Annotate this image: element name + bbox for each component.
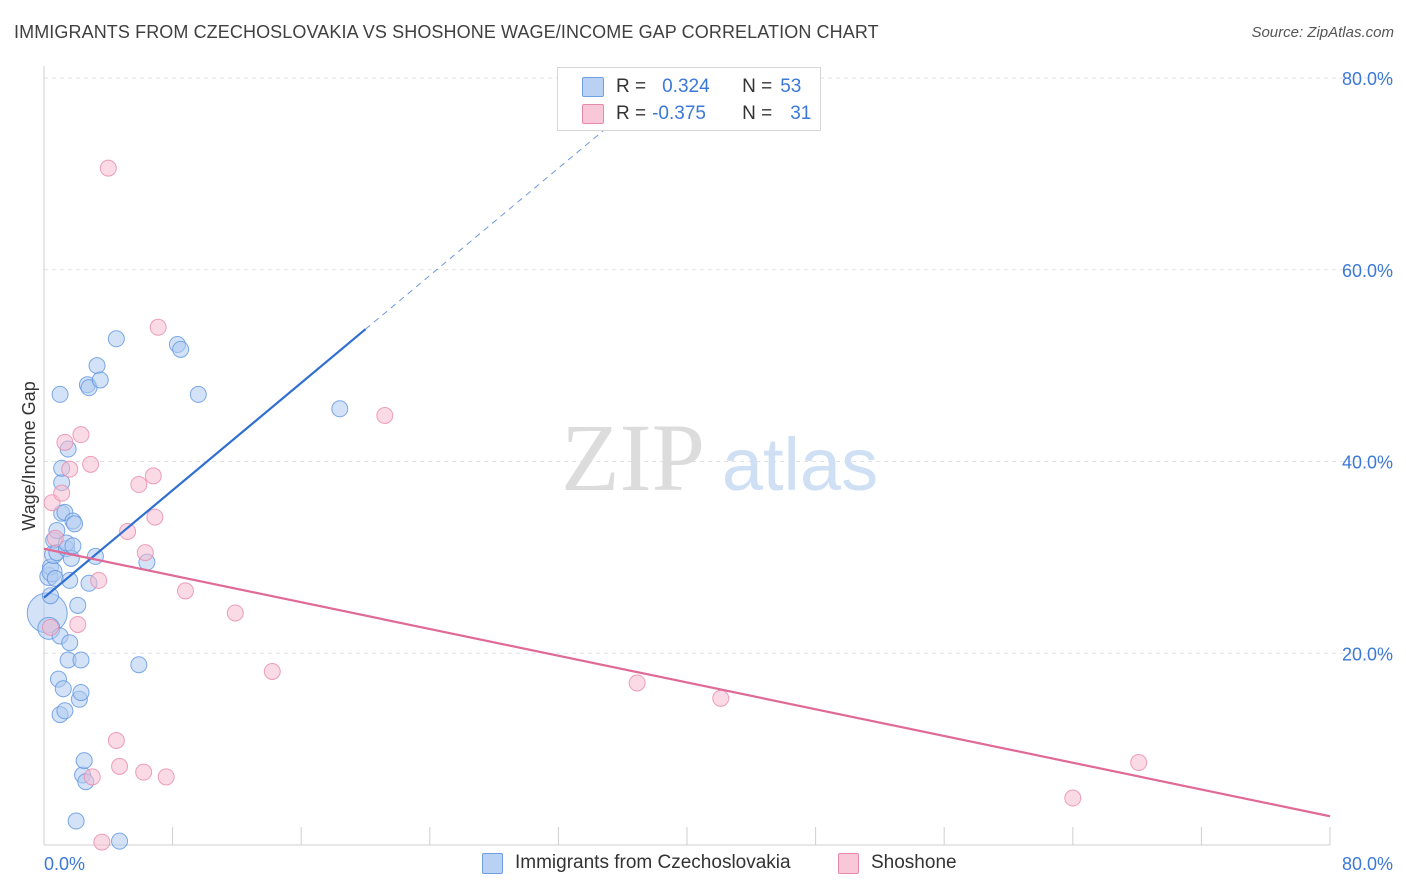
blue-point xyxy=(172,340,190,358)
pink-point xyxy=(99,159,117,177)
pink-point xyxy=(93,833,111,851)
blue-point xyxy=(41,587,59,605)
pink-point xyxy=(376,406,394,424)
blue-point xyxy=(66,515,84,533)
pink-point xyxy=(157,768,175,786)
pink-point xyxy=(144,467,162,485)
pink-point xyxy=(146,508,164,526)
legend-swatch-pink xyxy=(582,104,604,124)
series-legend-pink: Shoshone xyxy=(838,852,957,874)
y-tick-label: 80.0% xyxy=(1342,69,1393,89)
gridlines xyxy=(44,77,1394,654)
legend-n-value: 53 xyxy=(780,76,802,97)
y-tick-label: 20.0% xyxy=(1342,644,1393,664)
pink-point xyxy=(226,604,244,622)
blue-point xyxy=(107,330,125,348)
blue-point xyxy=(75,752,93,770)
legend-n-value: 31 xyxy=(790,103,812,124)
watermark-atlas: atlas xyxy=(722,423,878,506)
tick-labels: 20.0% 40.0% 60.0% 80.0% 0.0% 80.0% xyxy=(44,69,1393,874)
legend-r-value: -0.375 xyxy=(652,103,706,124)
blue-point xyxy=(61,634,79,652)
pink-point xyxy=(61,460,79,478)
pink-point xyxy=(82,455,100,473)
pink-point xyxy=(176,582,194,600)
pink-trend-line xyxy=(43,547,1331,818)
blue-trend-line xyxy=(43,328,367,599)
blue-point xyxy=(130,656,148,674)
x-tick-label: 0.0% xyxy=(44,854,85,874)
pink-point xyxy=(83,768,101,786)
chart-title: IMMIGRANTS FROM CZECHOSLOVAKIA VS SHOSHO… xyxy=(14,22,879,42)
pink-point xyxy=(69,615,87,633)
pink-point xyxy=(119,522,137,540)
pink-point xyxy=(41,618,59,636)
series-swatch-pink xyxy=(838,852,859,874)
pink-point xyxy=(136,544,154,562)
series-label-pink: Shoshone xyxy=(871,852,957,873)
y-tick-label: 40.0% xyxy=(1342,453,1393,473)
pink-point xyxy=(107,731,125,749)
pink-point xyxy=(90,571,108,589)
pink-point xyxy=(135,763,153,781)
pink-point xyxy=(72,426,90,444)
series-swatch-blue xyxy=(482,852,503,874)
x-tick-label: 80.0% xyxy=(1342,854,1393,874)
watermark-zip: ZIP xyxy=(561,404,705,511)
blue-point xyxy=(56,702,74,720)
pink-point xyxy=(1130,754,1148,772)
source-label: Source: ZipAtlas.com xyxy=(1251,24,1394,41)
pink-point xyxy=(628,674,646,692)
legend-n-label: N = xyxy=(742,103,773,124)
axes xyxy=(43,66,1331,846)
series-label-blue: Immigrants from Czechoslovakia xyxy=(515,852,791,873)
pink-point xyxy=(712,689,730,707)
blue-point xyxy=(54,680,72,698)
pink-point xyxy=(111,757,129,775)
pink-point xyxy=(46,529,64,547)
legend-swatch-blue xyxy=(582,77,604,97)
blue-point xyxy=(88,357,106,375)
watermark: ZIP atlas xyxy=(561,404,878,511)
pink-point xyxy=(149,318,167,336)
correlation-legend: R = 0.324 N = 53 R = -0.375 N = 31 xyxy=(557,67,821,131)
blue-point xyxy=(72,684,90,702)
legend-n-label: N = xyxy=(742,76,773,97)
blue-point xyxy=(331,400,349,418)
blue-point xyxy=(69,596,87,614)
legend-r-label: R = xyxy=(616,76,647,97)
blue-point xyxy=(67,812,85,830)
pink-point xyxy=(53,484,71,502)
legend-row-pink: R = -0.375 N = 31 xyxy=(582,102,811,126)
scatter-points xyxy=(26,159,1148,851)
blue-point xyxy=(72,651,90,669)
blue-point xyxy=(64,537,82,555)
legend-r-value: 0.324 xyxy=(662,76,710,97)
series-legend: Immigrants from Czechoslovakia Shoshone xyxy=(0,852,1406,878)
pink-point xyxy=(263,662,281,680)
pink-point xyxy=(130,476,148,494)
blue-trend-extension xyxy=(365,100,640,330)
pink-point xyxy=(1064,789,1082,807)
trend-lines xyxy=(43,100,1331,818)
legend-row-blue: R = 0.324 N = 53 xyxy=(582,75,801,99)
blue-point xyxy=(91,371,109,389)
y-axis-label: Wage/Income Gap xyxy=(19,381,39,530)
blue-point xyxy=(61,571,79,589)
pink-point xyxy=(56,433,74,451)
legend-r-label: R = xyxy=(616,103,647,124)
y-tick-label: 60.0% xyxy=(1342,261,1393,281)
blue-point xyxy=(51,385,69,403)
blue-point xyxy=(189,385,207,403)
series-legend-blue: Immigrants from Czechoslovakia xyxy=(482,852,791,874)
blue-point xyxy=(111,832,129,850)
